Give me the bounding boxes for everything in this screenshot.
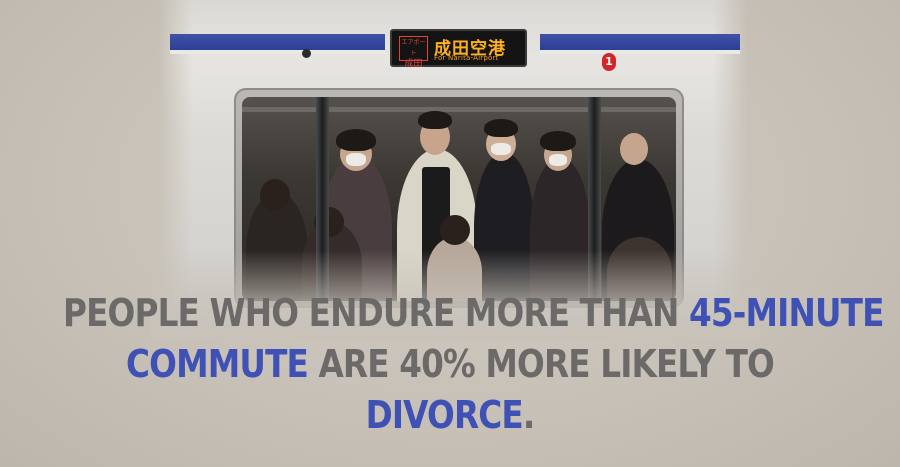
caption: PEOPLE WHO ENDURE MORE THAN 45-MINUTE CO… (63, 288, 884, 441)
sign-destination: 成田空港 (434, 39, 506, 59)
sign-line-tag: エアポート 成田 (399, 36, 428, 69)
face-mask (491, 143, 511, 155)
face-mask (549, 154, 567, 166)
face-mask (346, 153, 366, 166)
train-stripe-trim-left (170, 50, 385, 54)
caption-highlight: COMMUTE (126, 342, 309, 386)
caption-text-gray: . (522, 393, 535, 437)
passenger-head (260, 179, 290, 211)
caption-text-gray: PEOPLE WHO ENDURE MORE THAN (63, 291, 690, 335)
train-stripe-right (540, 34, 740, 50)
passenger-hair (418, 111, 452, 129)
caption-highlight: 45-MINUTE (689, 291, 884, 335)
destination-sign: エアポート 成田 成田空港 For Narita-Airport (390, 29, 527, 69)
car-number-badge: 1 (602, 53, 616, 71)
passenger-hair (336, 129, 376, 151)
passenger-hair (540, 131, 576, 151)
sign-tag-line2: 成田 (404, 59, 423, 69)
passenger-head (440, 215, 470, 245)
train-stripe-left (170, 34, 385, 50)
sign-tag-line1: エアポート (401, 39, 426, 57)
caption-line-2: COMMUTE ARE 40% MORE LIKELY TO (63, 339, 837, 390)
grab-rail (242, 107, 676, 112)
sign-subtitle: For Narita-Airport (434, 54, 499, 62)
caption-line-3: DIVORCE. (63, 390, 837, 441)
caption-highlight: DIVORCE (365, 393, 524, 437)
caption-text-gray: ARE 40% MORE LIKELY TO (307, 342, 774, 386)
passenger-head (620, 133, 648, 165)
photo-fade (150, 250, 760, 340)
train-stripe-trim-right (540, 50, 740, 54)
passenger-hair (484, 119, 518, 137)
caption-line-1: PEOPLE WHO ENDURE MORE THAN 45-MINUTE (63, 288, 884, 339)
rivet-icon (302, 49, 311, 58)
